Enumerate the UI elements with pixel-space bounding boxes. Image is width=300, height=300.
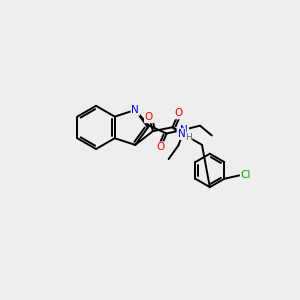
Text: O: O xyxy=(174,109,183,118)
Text: H: H xyxy=(185,133,192,142)
Text: O: O xyxy=(145,112,153,122)
Text: N: N xyxy=(181,124,188,135)
Text: N: N xyxy=(131,105,139,115)
Text: N: N xyxy=(178,129,185,139)
Text: O: O xyxy=(157,142,165,152)
Text: Cl: Cl xyxy=(241,170,251,180)
